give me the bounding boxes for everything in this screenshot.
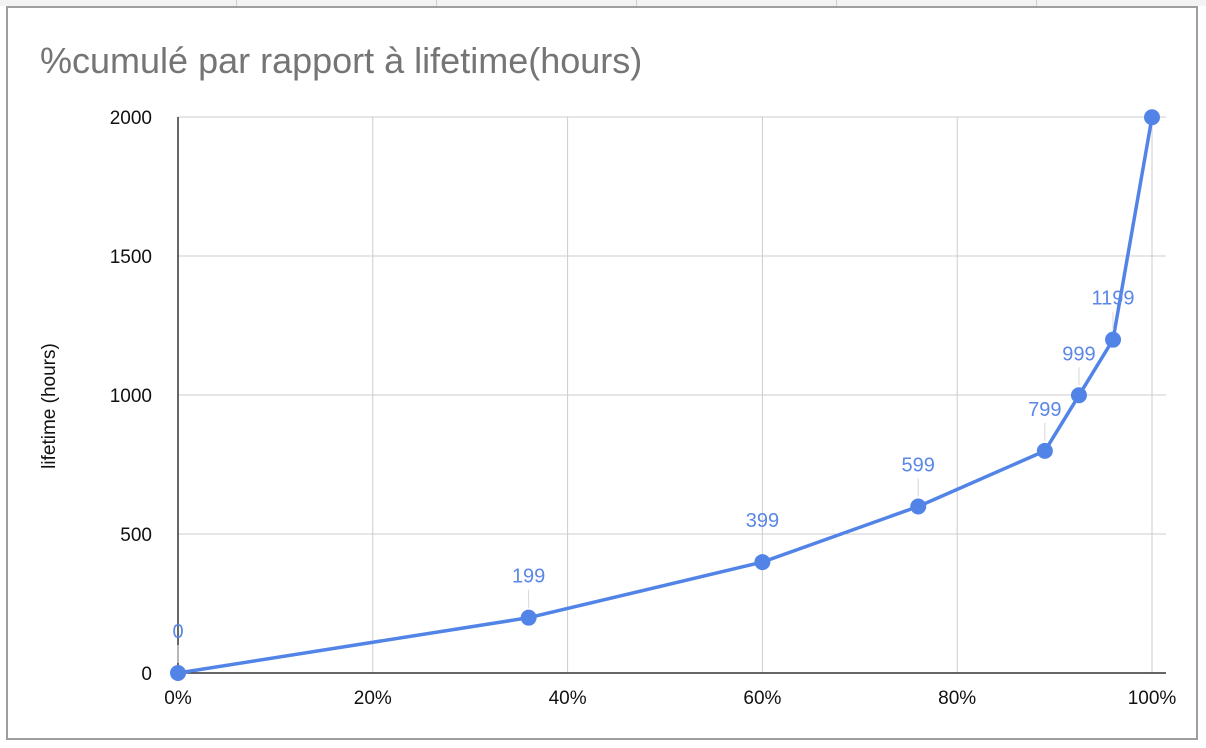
data-label: 199: [512, 566, 545, 588]
column-divider: [436, 0, 437, 6]
data-point: [910, 498, 927, 515]
column-divider: [1036, 0, 1037, 6]
data-label: 399: [746, 510, 779, 532]
axes: [177, 117, 1166, 674]
data-label: 0: [172, 621, 183, 643]
y-axis-title: lifetime (hours): [39, 343, 60, 469]
data-label: 1199: [1092, 288, 1135, 310]
series-line: [177, 116, 1154, 675]
sheet-column-strip: [0, 0, 1206, 6]
tick-labels: 0 500 1000 1500 2000 0% 20% 40% 60% 80% 100%: [110, 108, 1177, 709]
data-label: 599: [902, 454, 935, 476]
data-label: 999: [1062, 343, 1095, 365]
column-divider: [636, 0, 637, 6]
data-label: 799: [1028, 399, 1061, 421]
x-tick-label: 60%: [743, 688, 781, 709]
y-tick-label: 2000: [110, 108, 152, 129]
data-point: [754, 554, 771, 571]
data-point: [520, 609, 537, 626]
y-tick-label: 0: [141, 664, 152, 685]
chart-title: %cumulé par rapport à lifetime(hours): [40, 40, 642, 81]
x-tick-label: 0%: [164, 688, 192, 709]
data-point: [1070, 387, 1087, 404]
y-tick-label: 500: [120, 525, 152, 546]
x-tick-label: 100%: [1128, 688, 1177, 709]
x-tick-label: 40%: [549, 688, 587, 709]
data-point: [1105, 331, 1122, 348]
column-divider: [836, 0, 837, 6]
data-point: [1144, 109, 1160, 126]
column-divider: [236, 0, 237, 6]
y-tick-label: 1000: [110, 386, 152, 407]
y-tick-label: 1500: [110, 247, 152, 268]
chart-container[interactable]: [6, 6, 1198, 740]
gridlines: [178, 116, 1166, 673]
series-layer: 0 199 399 599 799 999 1199: [170, 109, 1160, 681]
data-point: [1036, 442, 1053, 459]
x-tick-label: 20%: [354, 688, 392, 709]
x-tick-label: 80%: [938, 688, 976, 709]
data-point: [170, 665, 186, 681]
